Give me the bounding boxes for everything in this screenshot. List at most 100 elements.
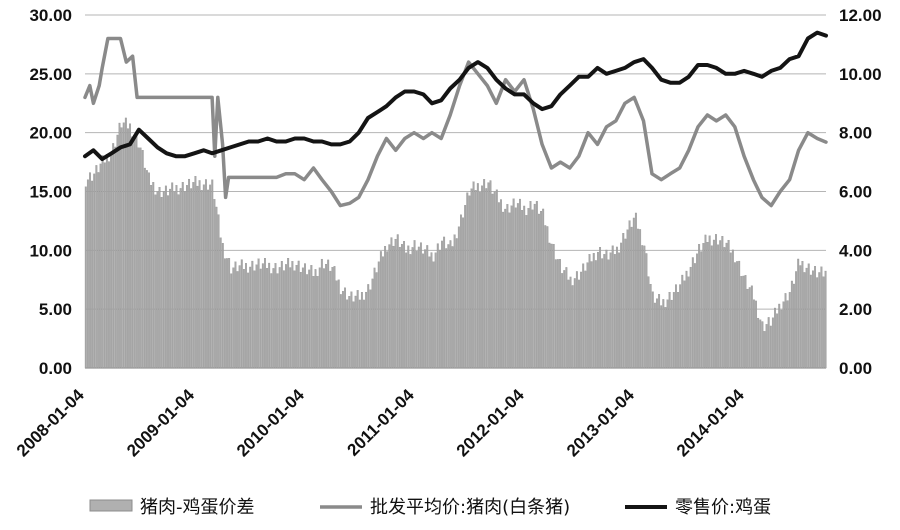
bar (567, 279, 570, 369)
bar (809, 274, 812, 369)
bar (455, 238, 458, 369)
bar (131, 136, 134, 369)
bar (556, 259, 559, 369)
bar (295, 265, 298, 369)
y-left-tick-labels: 0.00 5.00 10.00 15.00 20.00 25.00 30.00 (29, 6, 72, 378)
bar (175, 185, 178, 369)
bar (415, 251, 418, 369)
bar (797, 258, 800, 369)
bar (447, 244, 450, 369)
bar (299, 271, 302, 369)
legend-label: 零售价:鸡蛋 (675, 497, 771, 518)
bar (196, 185, 199, 369)
bar (209, 184, 212, 369)
bar (101, 155, 104, 369)
bar (310, 265, 313, 369)
bar (702, 243, 705, 369)
bar (691, 257, 694, 369)
bar (474, 190, 477, 369)
egg-retail-price-line (83, 30, 828, 162)
y-right-tick: 6.00 (839, 183, 872, 202)
bar (820, 266, 823, 369)
bar (706, 241, 709, 369)
bar (337, 279, 340, 369)
bar (531, 209, 534, 369)
bar (150, 185, 153, 369)
bar (497, 202, 500, 369)
bar (236, 271, 239, 369)
bar (424, 249, 427, 369)
bar (316, 276, 319, 369)
bar (698, 244, 701, 369)
bar (417, 246, 420, 369)
bar (375, 272, 378, 369)
bar (656, 298, 658, 369)
bar (255, 264, 258, 369)
bar (812, 270, 814, 369)
bar (529, 201, 532, 369)
bar (653, 302, 656, 369)
bar (403, 241, 406, 369)
y-right-tick: 12.00 (839, 6, 882, 25)
bar (188, 178, 191, 369)
bar (339, 294, 342, 369)
bar (122, 122, 125, 369)
bar (759, 319, 762, 369)
bar (377, 261, 380, 369)
bar (135, 133, 138, 369)
bar (672, 292, 675, 369)
bar (824, 270, 827, 369)
line-series (83, 30, 828, 208)
bar (293, 270, 296, 369)
bar (645, 253, 648, 369)
bar (786, 300, 789, 369)
bar (390, 237, 393, 369)
bar-series (84, 117, 827, 369)
bar (89, 172, 91, 369)
bar (301, 267, 304, 369)
bar (689, 266, 692, 369)
bar (207, 189, 210, 369)
bar (242, 269, 245, 369)
bar (514, 207, 517, 369)
x-tick: 2009-01-04 (123, 385, 198, 460)
bar (129, 123, 132, 369)
bar (297, 260, 300, 369)
bar (538, 213, 540, 369)
bar (506, 204, 509, 369)
bar (114, 146, 117, 369)
bar (215, 206, 218, 369)
bar (438, 249, 441, 369)
bar (247, 272, 250, 369)
bar (603, 254, 606, 369)
bar (251, 260, 254, 369)
bar (192, 182, 195, 369)
bar (240, 259, 243, 369)
bar (487, 182, 490, 369)
bar (744, 275, 747, 369)
bar (761, 321, 764, 369)
bar (348, 296, 351, 369)
bar (278, 267, 281, 369)
bar (145, 170, 148, 369)
bar (542, 208, 545, 369)
y-left-tick: 5.00 (39, 300, 72, 319)
bar (765, 324, 768, 369)
bar (795, 271, 798, 369)
bar (198, 180, 201, 369)
bar (449, 240, 452, 369)
bar (643, 245, 646, 369)
bar (493, 191, 496, 369)
bar (460, 214, 462, 369)
bar (693, 263, 696, 369)
bar (464, 205, 467, 369)
bar (717, 244, 720, 369)
bar (685, 270, 688, 369)
y-left-tick: 30.00 (29, 6, 72, 25)
bar (382, 256, 384, 369)
bar (803, 272, 806, 369)
bar (799, 265, 802, 369)
bar (367, 284, 370, 369)
bar (221, 243, 224, 369)
bar (323, 268, 325, 369)
